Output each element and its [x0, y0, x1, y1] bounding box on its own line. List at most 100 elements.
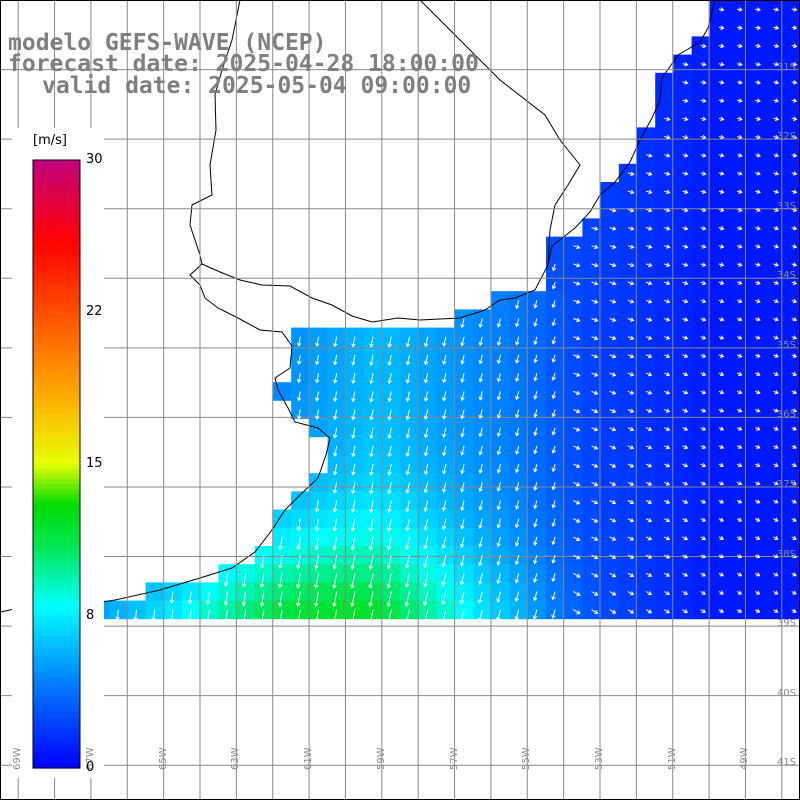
colorbar-segment [33, 605, 80, 612]
wind-arrow [755, 317, 761, 322]
wind-arrow [442, 354, 447, 366]
wind-arrow [791, 43, 798, 49]
wind-arrow [609, 481, 617, 486]
wind-arrow [533, 500, 538, 510]
wind-arrow [496, 445, 502, 456]
wind-arrow [791, 317, 798, 322]
wind-arrow [442, 445, 447, 457]
colorbar-segment [33, 170, 80, 176]
wind-arrow [682, 244, 689, 249]
wind-arrow [773, 225, 780, 231]
wind-arrow [533, 372, 538, 382]
wind-arrow [551, 482, 556, 491]
wind-speed-cell [145, 582, 165, 601]
wind-arrow [627, 536, 635, 541]
wind-arrow [791, 517, 797, 522]
wind-arrow [351, 391, 356, 403]
wind-arrow [332, 591, 338, 608]
wind-speed-cell [782, 418, 800, 438]
wind-arrow [169, 609, 175, 623]
wind-speed-cell [782, 309, 800, 328]
wind-arrow [460, 463, 465, 475]
wind-arrow [460, 336, 465, 347]
wind-arrow [682, 499, 689, 504]
colorbar-segment [33, 600, 80, 607]
wind-arrow [700, 171, 707, 176]
wind-arrow [278, 555, 283, 570]
wind-arrow [718, 608, 725, 613]
wind-arrow [664, 609, 671, 614]
wind-arrow [459, 609, 465, 624]
latitude-label: 41S [776, 757, 796, 768]
wind-arrow [441, 573, 447, 587]
wind-arrow [551, 372, 557, 381]
wind-speed-cell [782, 18, 800, 37]
wind-arrow [755, 408, 761, 413]
colorbar-segment [33, 464, 80, 470]
wind-arrow [551, 609, 556, 619]
colorbar-tick-15: 15 [86, 456, 103, 471]
wind-arrow [755, 590, 761, 595]
wind-arrow [551, 354, 557, 363]
latitude-label: 33S [776, 201, 796, 212]
wind-arrow [645, 262, 653, 268]
wind-arrow [573, 317, 581, 323]
wind-arrow [533, 518, 538, 528]
wind-speed-cell [782, 527, 800, 547]
wind-arrow [700, 572, 707, 577]
wind-speed-cell [782, 72, 800, 92]
wind-arrow [773, 7, 780, 12]
wind-arrow [591, 536, 599, 541]
colorbar-segment [33, 621, 80, 627]
colorbar-tick-0: 0 [86, 760, 95, 775]
wind-arrow [314, 500, 320, 513]
wind-arrow [755, 225, 761, 231]
forecast-date: forecast date: 2025-04-28 18:00:00 [8, 51, 479, 77]
colorbar-segment [33, 251, 80, 257]
wind-speed-cell [782, 291, 800, 310]
wind-arrow [441, 536, 447, 549]
wind-arrow [423, 554, 429, 569]
wind-arrow [700, 335, 707, 340]
wind-arrow [404, 554, 410, 569]
wind-arrow [573, 591, 581, 596]
wind-arrow [718, 590, 725, 595]
wind-arrow [791, 554, 797, 559]
wind-arrow [478, 409, 483, 420]
wind-arrow [718, 390, 725, 395]
wind-arrow [700, 353, 707, 358]
wind-arrow [551, 336, 557, 345]
wind-arrow [700, 590, 707, 595]
wind-arrow [405, 536, 410, 550]
wind-arrow [718, 499, 725, 504]
wind-arrow [736, 171, 743, 176]
colorbar-segment [33, 271, 80, 278]
wind-arrow [609, 445, 617, 450]
wind-arrow [736, 535, 743, 540]
wind-arrow [514, 427, 520, 437]
wind-arrow [459, 591, 465, 605]
wind-arrow [133, 609, 138, 622]
wind-arrow [387, 409, 392, 421]
wind-arrow [700, 463, 707, 468]
wind-arrow [664, 499, 671, 504]
wind-arrow [187, 609, 193, 624]
wind-arrow [682, 590, 688, 595]
wind-arrow [573, 572, 581, 578]
wind-arrow [514, 554, 520, 566]
wind-arrow [736, 43, 743, 49]
wind-arrow [296, 373, 302, 384]
wind-arrow [333, 354, 338, 366]
colorbar-segment [33, 514, 80, 521]
wind-arrow [755, 335, 761, 340]
wind-speed-cell [273, 509, 292, 529]
longitude-label: 51W [667, 747, 678, 770]
wind-arrow [736, 444, 743, 449]
wind-arrow [645, 591, 653, 596]
wind-arrow [682, 609, 688, 614]
wind-arrow [736, 207, 743, 213]
colorbar-segment [33, 474, 80, 480]
wind-arrow [609, 591, 617, 596]
wind-arrow [423, 536, 429, 550]
